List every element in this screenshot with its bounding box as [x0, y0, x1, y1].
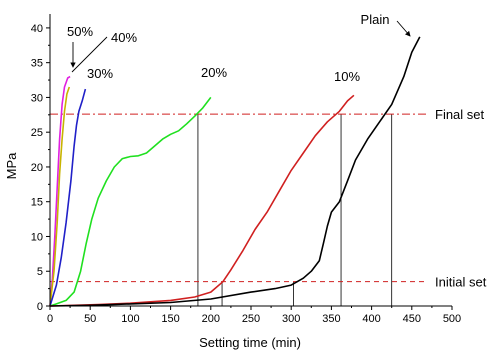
x-tick-label: 0: [47, 313, 53, 325]
labels-layer: 50% 40% 30% 20% 10% Plain: [67, 12, 411, 84]
series-line-20pct: [49, 96, 212, 307]
x-tick-label: 500: [443, 313, 461, 325]
drop-lines-layer: [197, 114, 393, 306]
series-line-plain: [49, 36, 421, 307]
x-tick-label: 350: [322, 313, 340, 325]
series-line-10pct: [49, 94, 355, 307]
y-tick-label: 10: [31, 231, 43, 243]
x-tick-label: 50: [84, 313, 96, 325]
y-tick-label: 35: [31, 58, 43, 70]
x-tick-label: 450: [403, 313, 421, 325]
series-label-30pct: 30%: [87, 66, 113, 81]
pointer-40pct: [71, 36, 108, 73]
y-tick-label: 5: [37, 266, 43, 278]
axes-layer: 0 50 100 150 200 250 300 350 400 450 500 0 5 10 15 20 25…: [31, 14, 461, 325]
y-tick-label: 15: [31, 197, 43, 209]
y-tick-label: 30: [31, 92, 43, 104]
series-label-50pct: 50%: [67, 24, 93, 39]
reference-label-initial-set: Initial set: [435, 275, 487, 290]
x-tick-label: 150: [161, 313, 179, 325]
series-label-20pct: 20%: [201, 65, 227, 80]
x-tick-label: 300: [282, 313, 300, 325]
series-layer: [49, 36, 421, 307]
y-tick-label: 20: [31, 162, 43, 174]
x-tick-label: 100: [121, 313, 139, 325]
x-axis-title: Setting time (min): [199, 335, 301, 350]
x-tick-label: 400: [362, 313, 380, 325]
y-tick-label: 40: [31, 23, 43, 35]
series-line-50pct: [49, 75, 71, 307]
x-tick-label: 250: [242, 313, 260, 325]
pointer-plain: [396, 20, 411, 37]
y-tick-label: 0: [37, 301, 43, 313]
series-label-10pct: 10%: [334, 69, 360, 84]
series-label-plain: Plain: [361, 12, 390, 27]
series-label-40pct: 40%: [111, 30, 137, 45]
y-axis-title: MPa: [4, 152, 19, 180]
series-line-40pct: [49, 86, 71, 307]
x-tick-label: 200: [202, 313, 220, 325]
y-tick-label: 25: [31, 127, 43, 139]
reference-label-final-set: Final set: [435, 107, 485, 122]
reference-lines-layer: Final set Initial set: [50, 107, 487, 290]
series-line-30pct: [49, 88, 87, 307]
